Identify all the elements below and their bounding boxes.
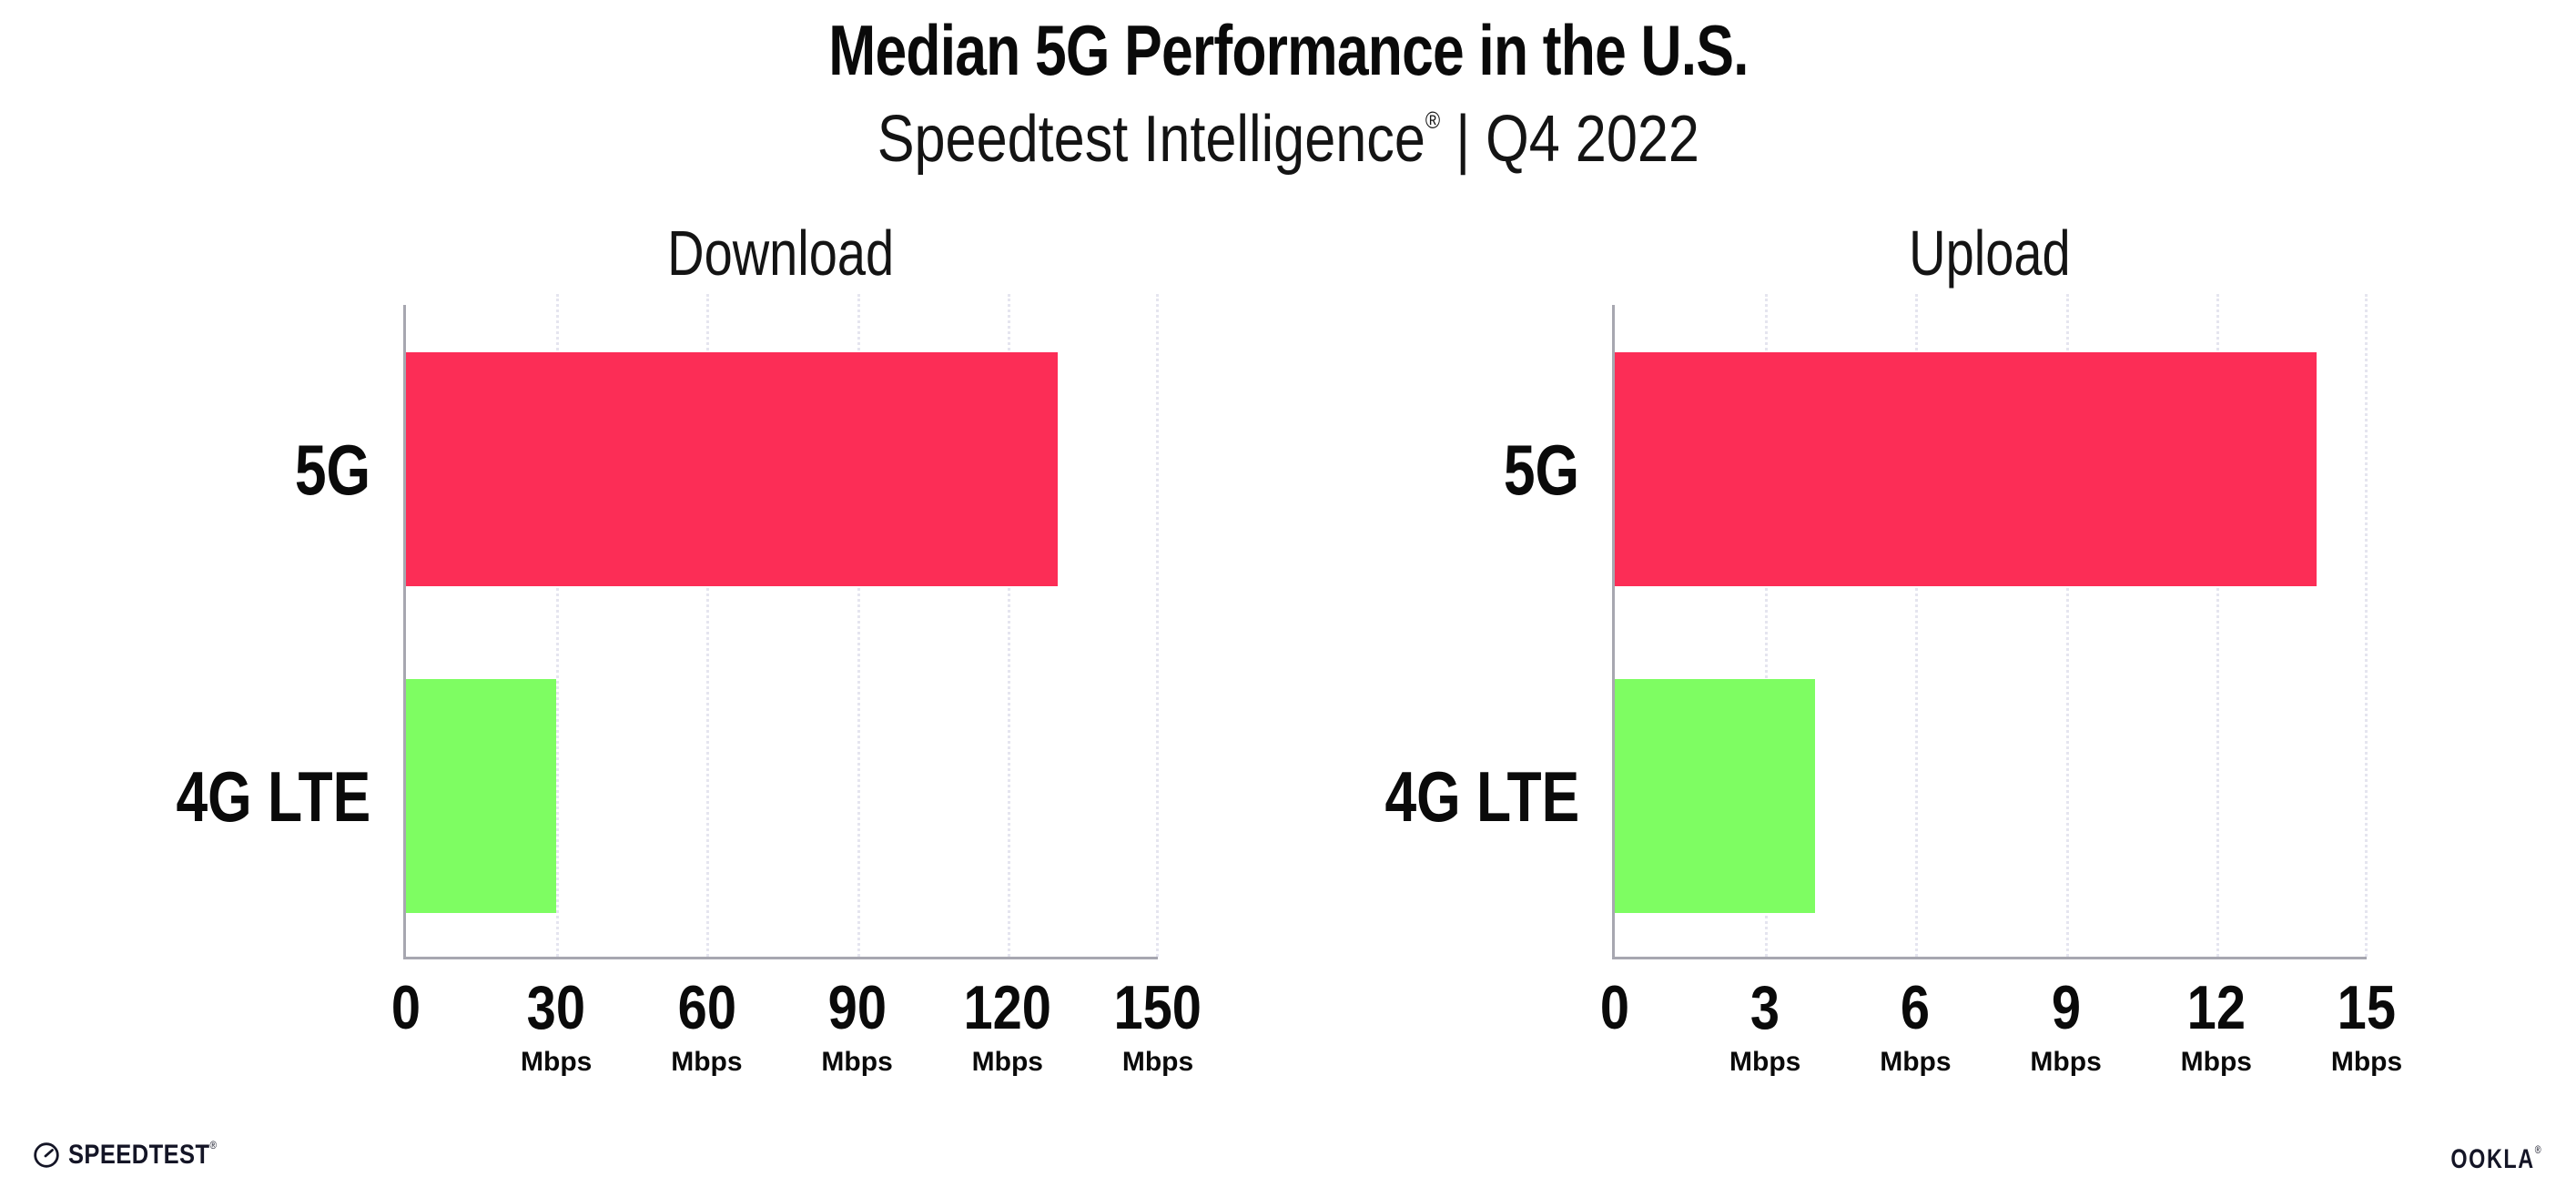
gridline <box>1156 294 1159 957</box>
x-tick: 6 Mbps <box>1797 977 2033 1076</box>
tick-number: 90 <box>827 973 887 1042</box>
bar-5g-download <box>406 352 1058 586</box>
gridline <box>2216 294 2219 957</box>
x-tick: 60 Mbps <box>588 977 825 1076</box>
speedtest-wordmark: SPEEDTEST <box>68 1140 210 1170</box>
x-tick: 150 Mbps <box>1040 977 1276 1076</box>
download-chart: Download 5G 4G LTE 0 30 Mbps 60 Mbps 90 … <box>176 221 1202 1076</box>
upload-plot-area: 0 3 Mbps 6 Mbps 9 Mbps 12 Mbps 15 Mbps <box>1600 294 2402 1076</box>
category-label-5g: 5G <box>1503 429 1579 510</box>
x-tick: 3 Mbps <box>1647 977 1883 1076</box>
x-tick: 0 <box>288 977 524 1076</box>
tick-unit: Mbps <box>2030 1047 2102 1077</box>
x-tick: 12 Mbps <box>2098 977 2335 1076</box>
download-plot-area: 0 30 Mbps 60 Mbps 90 Mbps 120 Mbps 150 M… <box>391 294 1202 1076</box>
download-chart-title: Download <box>666 218 895 289</box>
tick-number: 3 <box>1750 973 1780 1042</box>
x-tick: 9 Mbps <box>1948 977 2185 1076</box>
tick-unit: Mbps <box>671 1047 743 1077</box>
gridline <box>556 294 560 957</box>
page-title: Median 5G Performance in the U.S. <box>0 0 2576 86</box>
bar-5g-upload <box>1615 352 2317 586</box>
page-title-text: Median 5G Performance in the U.S. <box>827 10 1749 90</box>
upload-chart-title: Upload <box>1908 218 2071 289</box>
tick-unit: Mbps <box>1729 1047 1801 1077</box>
x-tick: 90 Mbps <box>739 977 976 1076</box>
category-label-5g: 5G <box>294 429 370 510</box>
registered-mark: ® <box>2534 1143 2542 1156</box>
subtitle-period: | Q4 2022 <box>1439 103 1699 176</box>
gridline <box>2365 294 2368 957</box>
ookla-logo: OOKLA® <box>2425 1143 2542 1175</box>
tick-number: 9 <box>2051 973 2081 1042</box>
tick-number: 60 <box>677 973 736 1042</box>
bar-4g-lte-download <box>406 679 557 913</box>
tick-number: 15 <box>2337 973 2397 1042</box>
tick-unit: Mbps <box>971 1047 1043 1077</box>
bar-4g-lte-upload <box>1615 679 1816 913</box>
category-label-4g-lte: 4G LTE <box>1384 756 1579 837</box>
tick-unit: Mbps <box>2330 1047 2403 1077</box>
gridline <box>857 294 860 957</box>
gridline <box>1915 294 1919 957</box>
tick-number: 6 <box>1901 973 1931 1042</box>
tick-unit: Mbps <box>521 1047 593 1077</box>
gridline <box>706 294 710 957</box>
registered-mark: ® <box>209 1139 218 1151</box>
registered-trademark-mark: ® <box>1425 107 1440 134</box>
tick-number: 12 <box>2186 973 2246 1042</box>
tick-unit: Mbps <box>821 1047 893 1077</box>
speedtest-gauge-icon <box>33 1141 60 1169</box>
x-tick: 30 Mbps <box>438 977 674 1076</box>
x-tick: 15 Mbps <box>2248 977 2485 1076</box>
tick-unit: Mbps <box>1880 1047 1952 1077</box>
x-tick: 0 <box>1496 977 1733 1076</box>
gridline <box>1765 294 1769 957</box>
x-tick: 120 Mbps <box>889 977 1126 1076</box>
tick-number: 150 <box>1113 973 1202 1042</box>
gridline <box>2065 294 2069 957</box>
figure-header: Median 5G Performance in the U.S. Speedt… <box>0 0 2576 176</box>
category-label-4g-lte: 4G LTE <box>176 756 370 837</box>
tick-unit: Mbps <box>2180 1047 2252 1077</box>
upload-chart: Upload 5G 4G LTE 0 3 Mbps 6 Mbps 9 Mbps … <box>1384 221 2402 1076</box>
tick-number: 30 <box>527 973 586 1042</box>
tick-unit: Mbps <box>1121 1047 1194 1077</box>
tick-number: 120 <box>963 973 1052 1042</box>
ookla-wordmark: OOKLA <box>2450 1144 2535 1174</box>
gridline <box>1007 294 1010 957</box>
tick-number: 0 <box>1599 973 1630 1042</box>
speedtest-logo: SPEEDTEST® <box>33 1139 243 1171</box>
figure-subtitle: Speedtest Intelligence® | Q4 2022 <box>0 103 2576 176</box>
subtitle-brand: Speedtest Intelligence <box>877 103 1425 176</box>
tick-number: 0 <box>390 973 421 1042</box>
